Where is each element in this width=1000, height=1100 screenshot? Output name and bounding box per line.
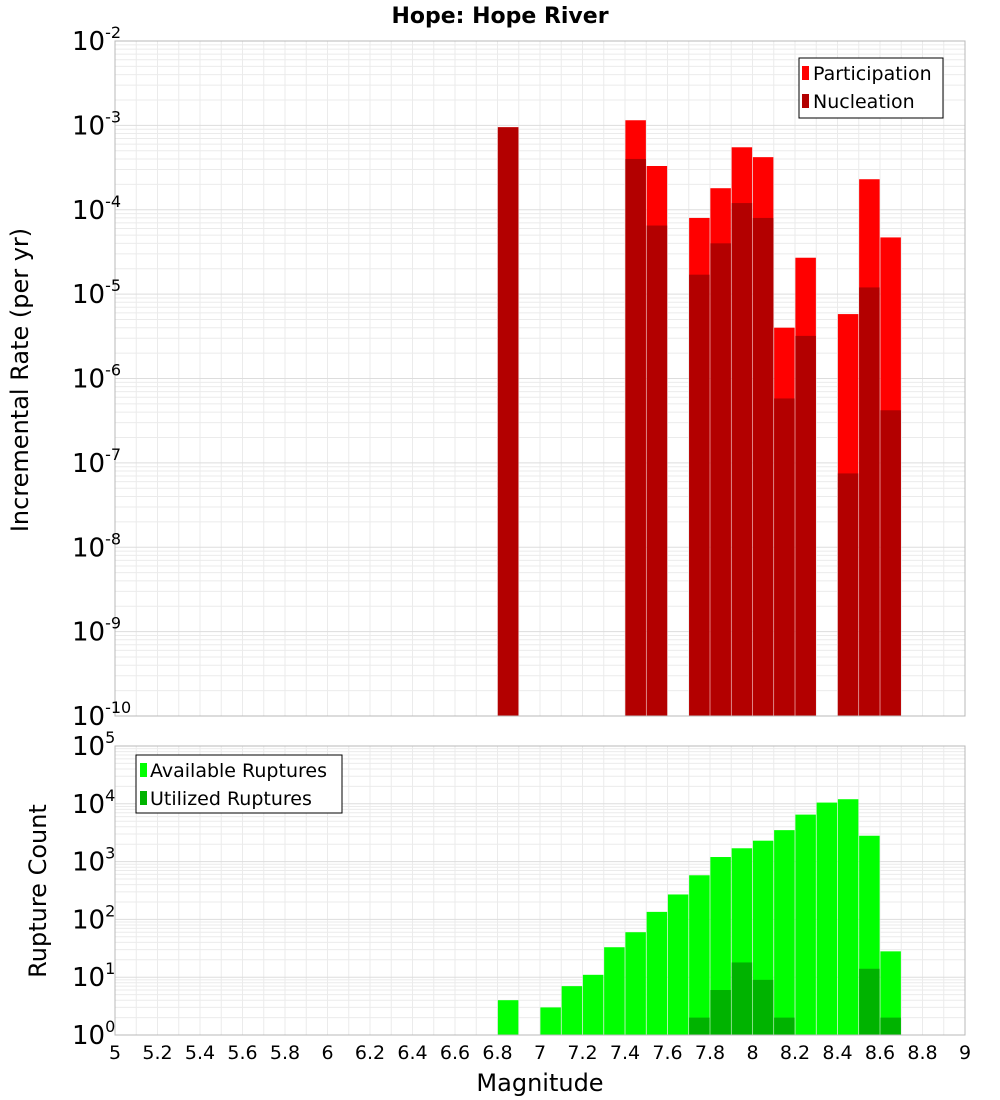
x-tick-label: 9 — [959, 1042, 971, 1064]
y-tick-label: 10-10 — [72, 698, 131, 732]
nucleation-bar — [646, 225, 668, 717]
x-tick-label: 7.2 — [567, 1042, 597, 1064]
x-tick-label: 7.4 — [610, 1042, 640, 1064]
available-ruptures-bar — [816, 802, 838, 1035]
y-tick-label: 10-8 — [72, 529, 121, 563]
nucleation-bar — [837, 473, 859, 716]
utilized-ruptures-bar — [710, 990, 731, 1035]
nucleation-bar — [497, 127, 519, 716]
rate-y-axis-title: Incremental Rate (per yr) — [6, 228, 34, 532]
x-tick-label: 7 — [534, 1042, 546, 1064]
rate-legend: Participation Nucleation — [798, 57, 944, 119]
x-tick-label: 8.8 — [907, 1042, 937, 1064]
available-ruptures-bar — [582, 974, 604, 1035]
y-tick-label: 10-9 — [72, 614, 121, 648]
available-ruptures-bar — [667, 894, 689, 1035]
available-ruptures-bar — [625, 932, 646, 1035]
rate-y-tick-labels: 10-10 10-9 10-8 10-7 10-6 10-5 10-4 10-3 10-2 — [72, 23, 131, 732]
available-ruptures-bar — [880, 951, 901, 1035]
nucleation-legend-swatch — [802, 94, 809, 108]
y-tick-label: 10-2 — [72, 23, 121, 57]
nucleation-legend-label: Nucleation — [813, 91, 915, 113]
available-ruptures-bar — [774, 830, 795, 1035]
magnitude-tick-labels: 5 5.2 5.4 5.6 5.8 6 6.2 6.4 6.6 6.8 7 7.2 7.4 7.6 7.8 8… — [109, 1042, 971, 1064]
available-ruptures-bar — [561, 986, 583, 1035]
x-tick-label: 6 — [321, 1042, 333, 1064]
available-ruptures-legend-swatch — [140, 763, 147, 777]
rate-legend-box — [798, 57, 944, 119]
nucleation-bar — [689, 274, 710, 716]
x-tick-label: 7.8 — [695, 1042, 725, 1064]
y-tick-label: 10-5 — [72, 276, 121, 310]
x-tick-label: 6.2 — [355, 1042, 385, 1064]
rate-bars — [497, 120, 901, 717]
participation-legend-label: Participation — [813, 63, 932, 85]
rupture-bars — [497, 799, 901, 1035]
x-tick-label: 8 — [746, 1042, 758, 1064]
y-tick-label: 103 — [72, 844, 115, 878]
rate-gridlines — [114, 41, 966, 717]
nucleation-bar — [731, 203, 753, 716]
nucleation-bar — [880, 410, 901, 716]
rupture-count-panel: 100 101 102 103 104 105 5 5.2 5.4 5.6 5.8 6 6.2 6.4 6… — [24, 728, 971, 1097]
nucleation-bar — [625, 158, 646, 716]
nucleation-bar — [795, 335, 816, 716]
rupture-plot-border — [114, 745, 966, 1036]
available-ruptures-bar — [689, 875, 710, 1035]
x-tick-label: 8.6 — [865, 1042, 895, 1064]
x-tick-label: 8.4 — [822, 1042, 852, 1064]
utilized-ruptures-bar — [731, 962, 753, 1035]
utilized-ruptures-bar — [752, 979, 774, 1035]
available-ruptures-bar — [837, 799, 859, 1035]
utilized-ruptures-bar — [880, 1017, 901, 1035]
magnitude-axis-title: Magnitude — [476, 1069, 603, 1097]
nucleation-bar — [774, 398, 795, 716]
x-tick-label: 6.8 — [482, 1042, 512, 1064]
utilized-ruptures-bar — [689, 1017, 710, 1035]
y-tick-label: 10-4 — [72, 192, 121, 226]
x-tick-label: 6.4 — [397, 1042, 427, 1064]
available-ruptures-legend-label: Available Ruptures — [150, 760, 327, 782]
available-ruptures-bar — [604, 947, 625, 1035]
participation-legend-swatch — [802, 66, 809, 80]
nucleation-bar — [752, 217, 774, 716]
utilized-ruptures-bar — [859, 968, 880, 1035]
y-tick-label: 100 — [72, 1017, 115, 1051]
available-ruptures-bar — [497, 1000, 519, 1035]
y-tick-label: 10-7 — [72, 445, 121, 479]
y-tick-label: 105 — [72, 728, 115, 762]
available-ruptures-bar — [646, 911, 668, 1035]
rate-panel: 10-10 10-9 10-8 10-7 10-6 10-5 10-4 10-3 10-2 Ho… — [6, 4, 966, 732]
y-tick-label: 10-6 — [72, 361, 121, 395]
utilized-ruptures-legend-label: Utilized Ruptures — [150, 788, 312, 810]
utilized-ruptures-legend-swatch — [140, 791, 147, 805]
x-tick-label: 5.4 — [185, 1042, 215, 1064]
chart-title: Hope: Hope River — [391, 4, 608, 29]
nucleation-bar — [710, 243, 731, 716]
y-tick-label: 10-3 — [72, 107, 121, 141]
y-tick-label: 102 — [72, 901, 115, 935]
rate-plot-border — [114, 40, 966, 717]
rupture-y-axis-title: Rupture Count — [24, 804, 52, 978]
y-tick-label: 101 — [72, 959, 115, 993]
available-ruptures-bar — [540, 1007, 561, 1035]
x-tick-label: 5.2 — [142, 1042, 172, 1064]
x-tick-label: 8.2 — [780, 1042, 810, 1064]
rupture-legend-box — [135, 754, 343, 814]
x-tick-label: 5 — [109, 1042, 121, 1064]
y-tick-label: 104 — [72, 786, 115, 820]
x-tick-label: 7.6 — [652, 1042, 682, 1064]
available-ruptures-bar — [795, 814, 816, 1035]
utilized-ruptures-bar — [774, 1017, 795, 1035]
rupture-legend: Available Ruptures Utilized Ruptures — [135, 754, 343, 814]
rupture-y-tick-labels: 100 101 102 103 104 105 — [72, 728, 115, 1051]
x-tick-label: 6.6 — [440, 1042, 470, 1064]
x-tick-label: 5.6 — [227, 1042, 257, 1064]
nucleation-bar — [859, 287, 880, 716]
x-tick-label: 5.8 — [270, 1042, 300, 1064]
